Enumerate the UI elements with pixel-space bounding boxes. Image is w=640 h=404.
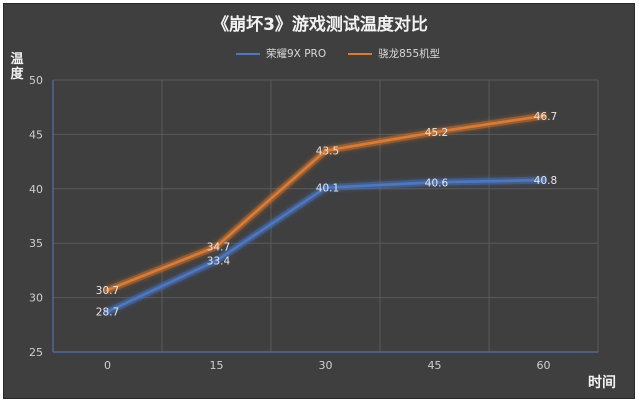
y-axis-title: 温度 xyxy=(10,52,24,82)
data-label: 40.8 xyxy=(534,175,557,187)
chart-title: 《崩坏3》游戏测试温度对比 xyxy=(212,15,428,35)
data-label: 28.7 xyxy=(96,307,119,319)
y-tick-label: 35 xyxy=(29,237,43,250)
x-axis-title: 时间 xyxy=(588,375,616,391)
x-tick-label: 45 xyxy=(428,359,442,372)
legend-item-series-2: 骁龙855机型 xyxy=(348,46,440,61)
x-tick-label: 30 xyxy=(319,359,333,372)
legend-item-series-1: 荣耀9X PRO xyxy=(236,46,326,61)
series-line xyxy=(106,114,545,292)
y-tick-label: 40 xyxy=(29,183,43,196)
data-label: 30.7 xyxy=(96,285,119,297)
data-label: 45.2 xyxy=(425,127,448,139)
data-point xyxy=(214,258,219,263)
legend-label-series-2: 骁龙855机型 xyxy=(378,48,441,60)
data-point xyxy=(432,180,437,185)
data-point xyxy=(541,178,546,183)
data-label: 40.6 xyxy=(425,177,449,189)
y-tick-label: 30 xyxy=(29,292,43,305)
data-label: 40.1 xyxy=(316,183,339,195)
x-tick-label: 15 xyxy=(210,359,224,372)
legend: 荣耀9X PRO 骁龙855机型 xyxy=(236,46,462,61)
y-tick-label: 45 xyxy=(29,128,43,141)
legend-label-series-1: 荣耀9X PRO xyxy=(266,48,327,60)
y-tick-label: 50 xyxy=(29,74,43,87)
data-label: 46.7 xyxy=(534,111,557,123)
data-point xyxy=(214,244,219,249)
y-tick-label: 25 xyxy=(29,346,43,359)
data-label: 34.7 xyxy=(207,241,230,253)
data-label: 33.4 xyxy=(207,256,231,268)
x-tick-label: 60 xyxy=(537,359,551,372)
data-point xyxy=(105,309,110,314)
x-tick-label: 0 xyxy=(104,359,111,372)
series-line xyxy=(106,178,545,314)
data-point xyxy=(105,287,110,292)
legend-swatch-series-2 xyxy=(348,52,373,55)
chart-frame xyxy=(3,3,635,399)
data-point xyxy=(323,148,328,153)
data-label: 43.5 xyxy=(316,146,339,158)
legend-swatch-series-1 xyxy=(236,52,260,55)
data-point xyxy=(323,185,328,190)
data-point xyxy=(432,130,437,135)
data-point xyxy=(541,113,546,118)
series-line-glow xyxy=(104,176,547,316)
